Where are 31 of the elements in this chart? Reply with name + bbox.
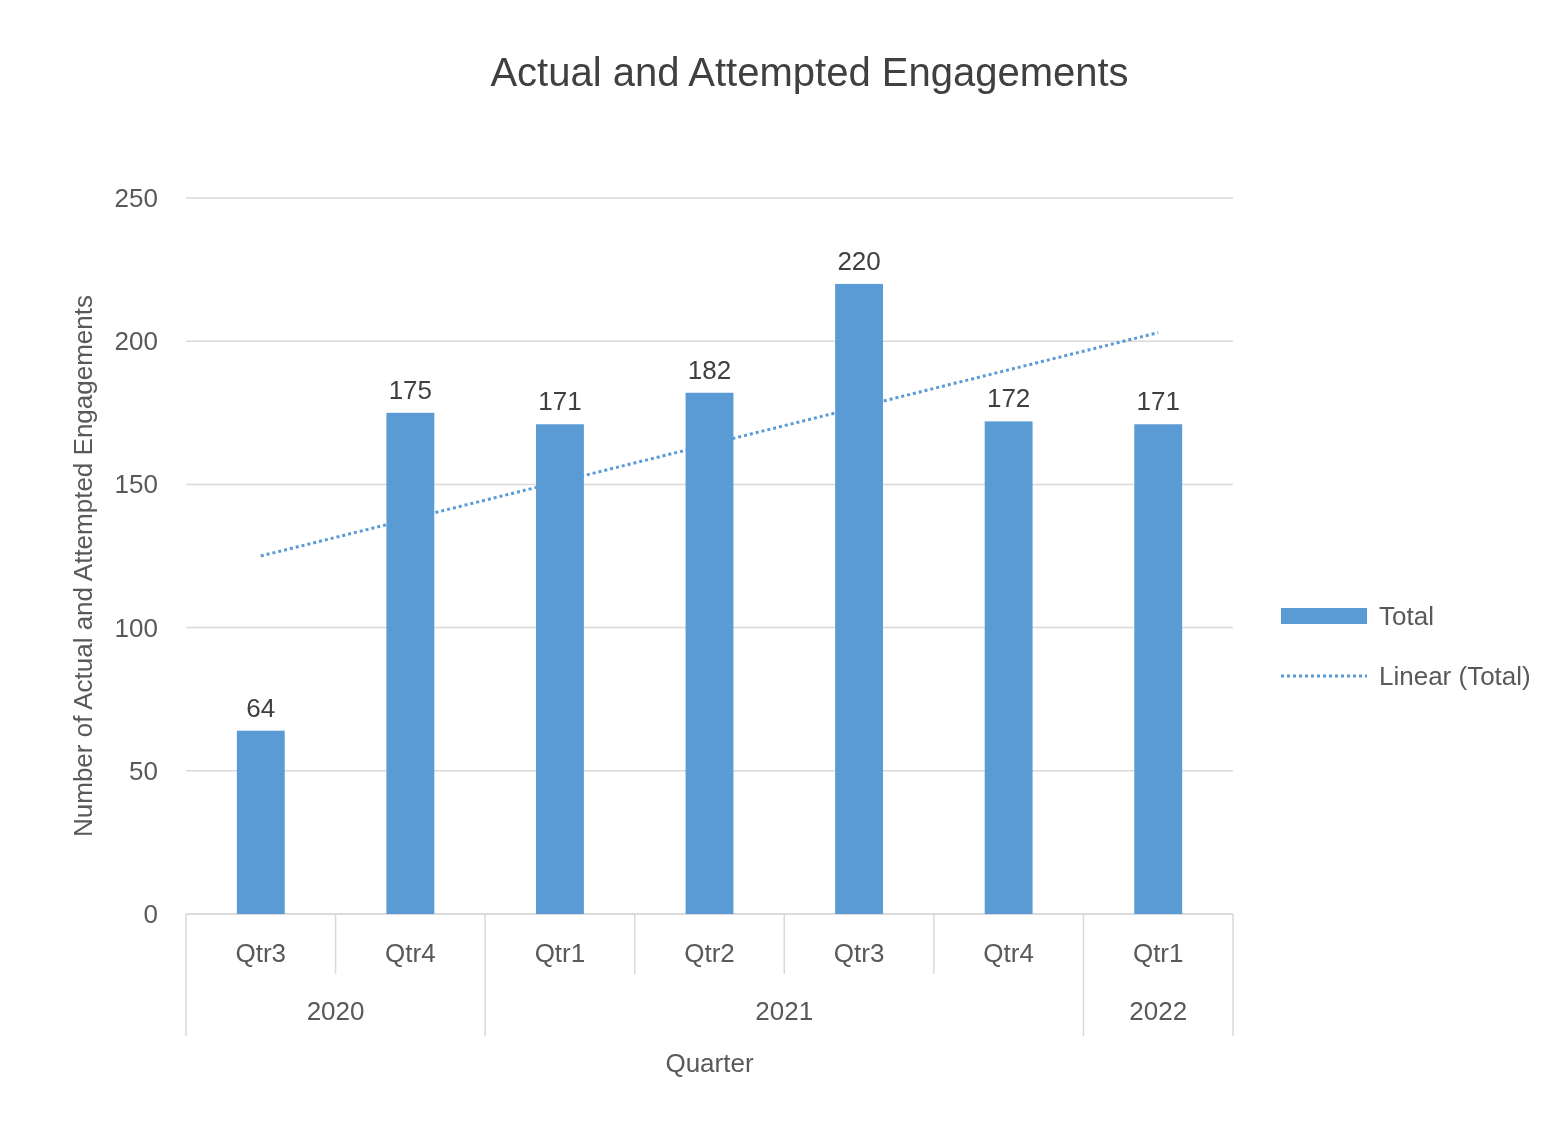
x-tick-label: Qtr1 bbox=[1132, 938, 1184, 968]
x-tick-label: Qtr4 bbox=[385, 938, 436, 968]
data-label: 171 bbox=[1136, 386, 1180, 417]
text: 2020 bbox=[306, 996, 365, 1026]
y-tick-label: 250 bbox=[114, 183, 158, 213]
bar bbox=[984, 421, 1033, 914]
legend-label: Linear (Total) bbox=[1379, 661, 1531, 691]
x-tick-label: Qtr1 bbox=[534, 938, 586, 968]
text: 2022 bbox=[1129, 996, 1188, 1026]
data-label: 64 bbox=[246, 692, 276, 723]
bar bbox=[236, 730, 285, 914]
data-label: 175 bbox=[388, 374, 433, 405]
data-label: 182 bbox=[687, 354, 732, 385]
x-tick-label: Qtr2 bbox=[684, 938, 735, 968]
x-tick-label: Qtr3 bbox=[235, 938, 287, 968]
y-tick-label: 200 bbox=[114, 326, 158, 357]
bar bbox=[1134, 424, 1183, 914]
y-tick-label: 0 bbox=[143, 899, 158, 929]
y-tick-label: 50 bbox=[129, 755, 158, 786]
y-tick-label: 100 bbox=[114, 612, 158, 643]
data-label: 172 bbox=[986, 383, 1031, 414]
legend-label: Total bbox=[1379, 601, 1434, 631]
y-tick-label: 150 bbox=[114, 469, 158, 500]
chart-title: Actual and Attempted Engagements bbox=[490, 50, 1129, 94]
y-axis-title: Number of Actual and Attempted Engagements bbox=[68, 294, 98, 838]
data-label: 171 bbox=[538, 386, 582, 417]
x-tick-label: Qtr4 bbox=[983, 938, 1034, 968]
text: 2021 bbox=[755, 996, 814, 1026]
data-label: 220 bbox=[837, 245, 881, 276]
x-tick-label: Qtr3 bbox=[833, 938, 885, 968]
x-axis-title: Quarter bbox=[665, 1048, 754, 1078]
